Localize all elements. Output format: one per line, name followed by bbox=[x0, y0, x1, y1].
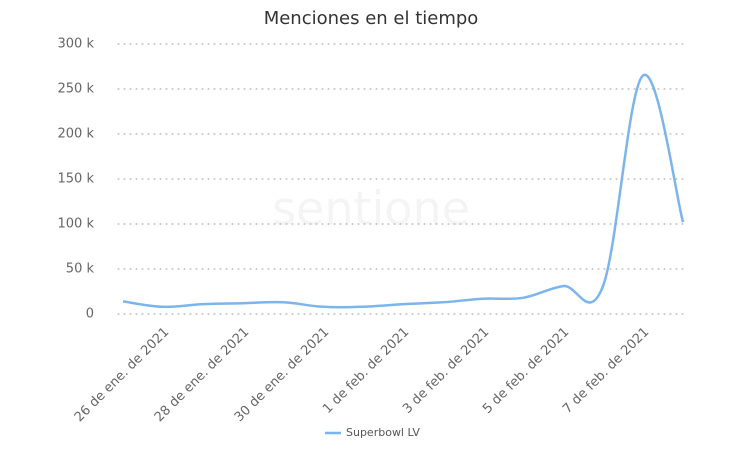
line-series bbox=[122, 73, 685, 309]
y-tick-label: 300 k bbox=[58, 37, 95, 52]
x-tick-label: 7 de feb. de 2021 bbox=[560, 325, 652, 417]
y-tick-label: 100 k bbox=[58, 217, 95, 232]
y-tick-label: 200 k bbox=[58, 127, 95, 142]
x-tick-label: 1 de feb. de 2021 bbox=[320, 325, 412, 417]
watermark: sentione bbox=[272, 182, 470, 236]
x-tick-label: 5 de feb. de 2021 bbox=[480, 325, 572, 417]
legend-label: Superbowl LV bbox=[346, 426, 420, 439]
chart-title: Menciones en el tiempo bbox=[264, 8, 479, 29]
y-tick-label: 0 bbox=[86, 307, 94, 322]
y-tick-label: 50 k bbox=[66, 262, 95, 277]
x-tick-label: 3 de feb. de 2021 bbox=[400, 325, 492, 417]
y-tick-label: 150 k bbox=[58, 172, 95, 187]
y-tick-label: 250 k bbox=[58, 82, 95, 97]
